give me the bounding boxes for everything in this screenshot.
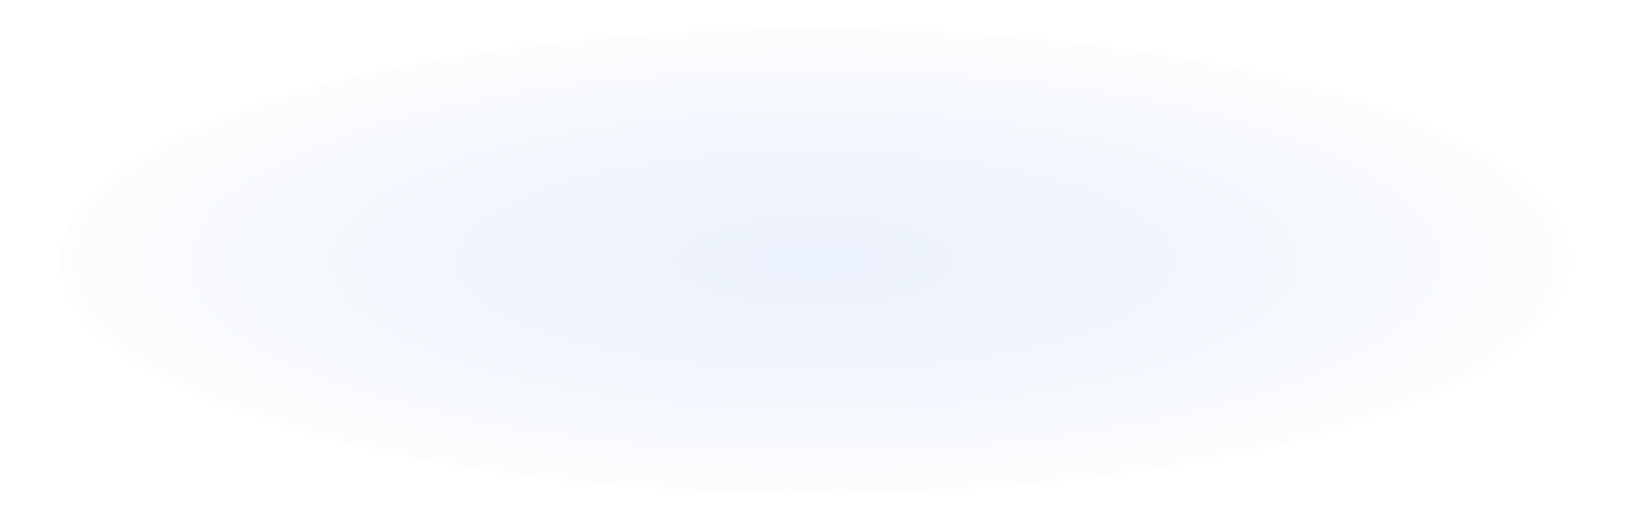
soft-blue-glow bbox=[60, 28, 1570, 494]
